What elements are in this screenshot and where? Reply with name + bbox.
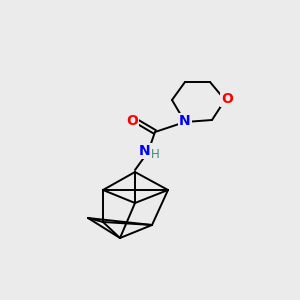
Text: O: O — [221, 92, 233, 106]
Text: N: N — [139, 144, 151, 158]
Text: O: O — [126, 114, 138, 128]
Text: H: H — [151, 148, 159, 161]
Text: N: N — [179, 114, 191, 128]
